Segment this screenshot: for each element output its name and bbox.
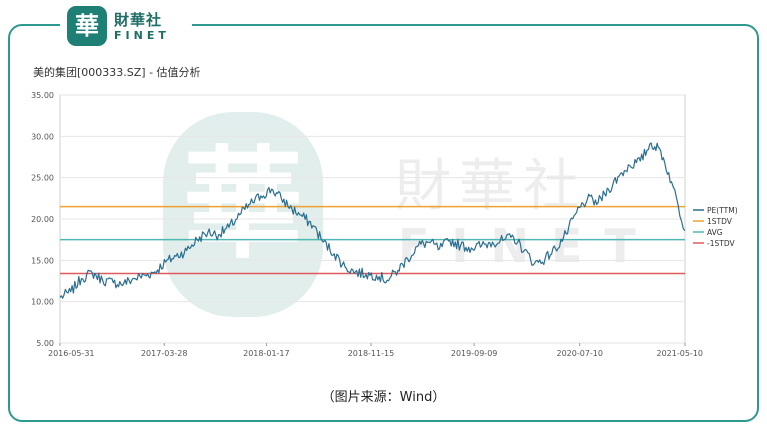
legend-label: 1STDV <box>707 217 733 226</box>
x-tick-label: 2019-09-09 <box>451 349 498 358</box>
plot-area: 35.00 30.00 25.00 20.00 15.00 10.00 5.002016-0… <box>31 91 738 358</box>
x-tick-label: 2018-11-15 <box>348 349 395 358</box>
x-tick-label: 2017-03-28 <box>141 349 188 358</box>
image-caption: （图片来源：Wind） <box>321 390 446 405</box>
brand-name-en: FINET <box>114 29 170 42</box>
card-frame <box>8 24 759 422</box>
legend-label: -1STDV <box>707 239 735 248</box>
legend-label: PE(TTM) <box>707 206 738 215</box>
legend-label: AVG <box>707 228 723 237</box>
y-tick-label: 35.00 <box>31 91 54 100</box>
brand-name-cn: 財華社 <box>114 11 163 29</box>
x-tick-label: 2020-07-10 <box>556 349 603 358</box>
y-tick-label: 20.00 <box>31 215 54 224</box>
x-tick-label: 2021-05-10 <box>657 349 704 358</box>
series-line-pe-ttm <box>59 142 686 299</box>
chart-title: 美的集团[000333.SZ] - 估值分析 <box>33 65 201 79</box>
x-tick-label: 2018-01-17 <box>243 349 290 358</box>
x-tick-label: 2016-05-31 <box>48 349 95 358</box>
y-tick-label: 30.00 <box>31 132 54 141</box>
watermark-mark: 華 <box>183 134 303 275</box>
brand-logo: 華 財華社 FINET <box>60 6 192 46</box>
watermark-mark-bg <box>163 112 323 317</box>
watermark: 華 財華社 FINET <box>163 112 636 317</box>
y-tick-label: 25.00 <box>31 174 54 183</box>
y-tick-label: 5.00 <box>36 339 54 348</box>
brand-logo-mark: 華 <box>67 6 107 46</box>
watermark-name-cn: 財華社 <box>395 154 587 219</box>
y-tick-label: 15.00 <box>31 256 54 265</box>
y-tick-label: 10.00 <box>31 298 54 307</box>
